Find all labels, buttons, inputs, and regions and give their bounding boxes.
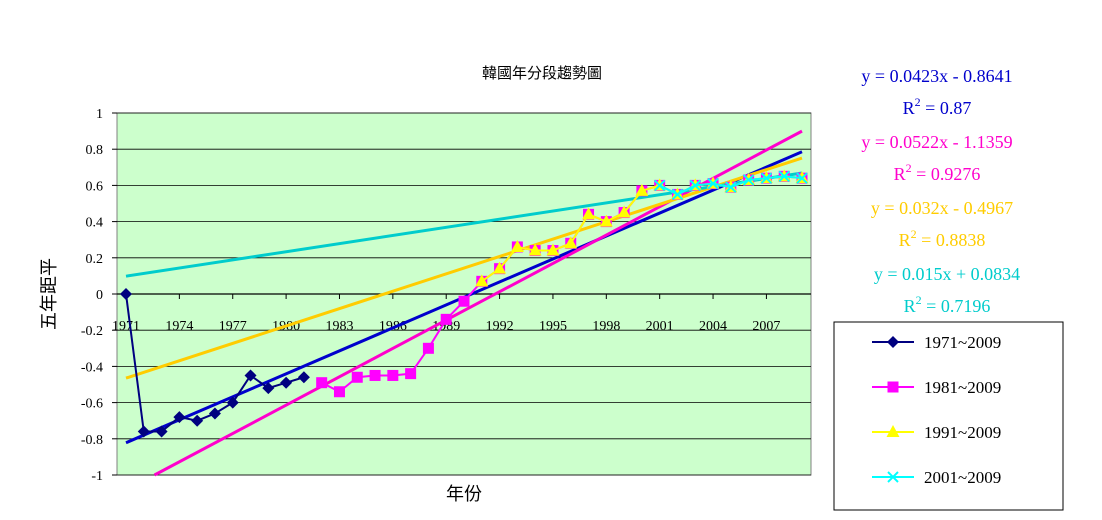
y-tick-label: 0.8 [86,143,104,158]
x-axis-label: 年份 [446,484,482,505]
legend-entry: 1991~2009 [872,423,1001,442]
x-tick-label: 1977 [219,319,247,334]
x-tick-label: 1995 [539,319,567,334]
y-tick-label: 0 [96,288,103,303]
legend-entry: 2001~2009 [872,468,1001,487]
data-point [262,382,275,395]
x-tick-label: 2001 [646,319,674,334]
y-tick-label: -0.2 [81,324,103,339]
y-tick-label: -1 [91,469,103,484]
y-tick-label: -0.8 [81,433,103,448]
legend-label: 1981~2009 [924,378,1001,397]
legend-label: 2001~2009 [924,468,1001,487]
legend-marker [886,425,900,437]
trendline-equation: y = 0.0522x - 1.1359 [861,132,1012,152]
data-point [617,205,631,218]
legend-marker [887,471,899,483]
data-point [475,274,489,287]
data-point [369,369,381,381]
data-point [173,411,186,424]
x-tick-label: 2004 [699,319,727,334]
data-point [191,414,204,427]
y-axis-label: 五年距平 [39,258,60,330]
data-point [510,239,524,252]
y-tick-label: -0.6 [81,397,103,412]
data-point [422,342,434,354]
x-tick-label: 1998 [592,319,620,334]
data-point [244,369,257,382]
y-tick-label: -0.4 [81,360,103,375]
data-point [760,172,773,184]
data-point [493,261,507,274]
data-point [725,181,737,193]
data-point [226,396,239,409]
data-point [155,425,168,438]
data-point [120,288,132,300]
data-point [316,377,328,389]
data-point [137,425,150,438]
y-tick-label: 0.6 [86,179,104,194]
data-point [528,243,542,256]
legend-label: 1991~2009 [924,423,1001,442]
trendline-r-squared: R2 = 0.7196 [904,293,991,316]
data-point [707,177,719,190]
x-tick-label: 1974 [165,319,193,334]
legend-entry: 1971~2009 [872,333,1001,352]
data-point [458,295,470,307]
data-point [599,214,613,227]
data-point [635,183,649,196]
data-point [297,371,310,384]
legend-marker [887,381,899,393]
data-point [405,368,417,380]
data-point [778,170,790,183]
legend-entry: 1981~2009 [872,378,1001,397]
data-point [387,369,399,381]
series-1 [120,288,310,438]
data-point [351,371,363,383]
trendline-r-squared: R2 = 0.8838 [899,227,986,250]
series [120,169,809,438]
legend-entries: 1971~2009 1981~2009 1991~2009 2001~2009 [872,333,1001,487]
data-point [689,179,701,192]
x-tick-label: 1971 [112,319,140,334]
y-tick-label: 0.4 [86,216,104,231]
trendline-equations: y = 0.0423x - 0.8641 R2 = 0.87 y = 0.0522x… [861,66,1020,316]
data-point [208,407,221,420]
series-4 [653,170,808,201]
data-point [440,313,452,325]
trendline-equation: y = 0.015x + 0.0834 [874,264,1020,284]
data-point [742,174,755,186]
y-tick-label: 0.2 [86,252,104,267]
trendline-equation: y = 0.0423x - 0.8641 [861,66,1012,86]
y-tick-labels: 1 0.8 0.6 0.4 0.2 0 -0.2 -0.4 -0.6 -0.8 -1 [81,107,117,484]
legend-marker [887,336,899,348]
data-point [564,236,578,249]
trendline-3 [125,156,803,380]
data-point [280,376,293,389]
chart-title: 韓國年分段趨勢圖 [482,64,602,82]
trendline-r-squared: R2 = 0.9276 [894,161,981,184]
y-tick-label: 1 [96,107,103,122]
trendline-r-squared: R2 = 0.87 [903,95,972,118]
x-tick-label: 2007 [752,319,780,334]
data-point [653,179,666,192]
x-tick-label: 1983 [325,319,353,334]
data-point [333,386,345,398]
data-point [582,207,596,220]
trendline-equation: y = 0.032x - 0.4967 [871,198,1013,218]
legend [833,321,1064,511]
data-point [546,243,560,256]
legend-label: 1971~2009 [924,333,1001,352]
data-point [796,172,808,184]
x-tick-label: 1992 [486,319,514,334]
data-point [671,188,684,201]
